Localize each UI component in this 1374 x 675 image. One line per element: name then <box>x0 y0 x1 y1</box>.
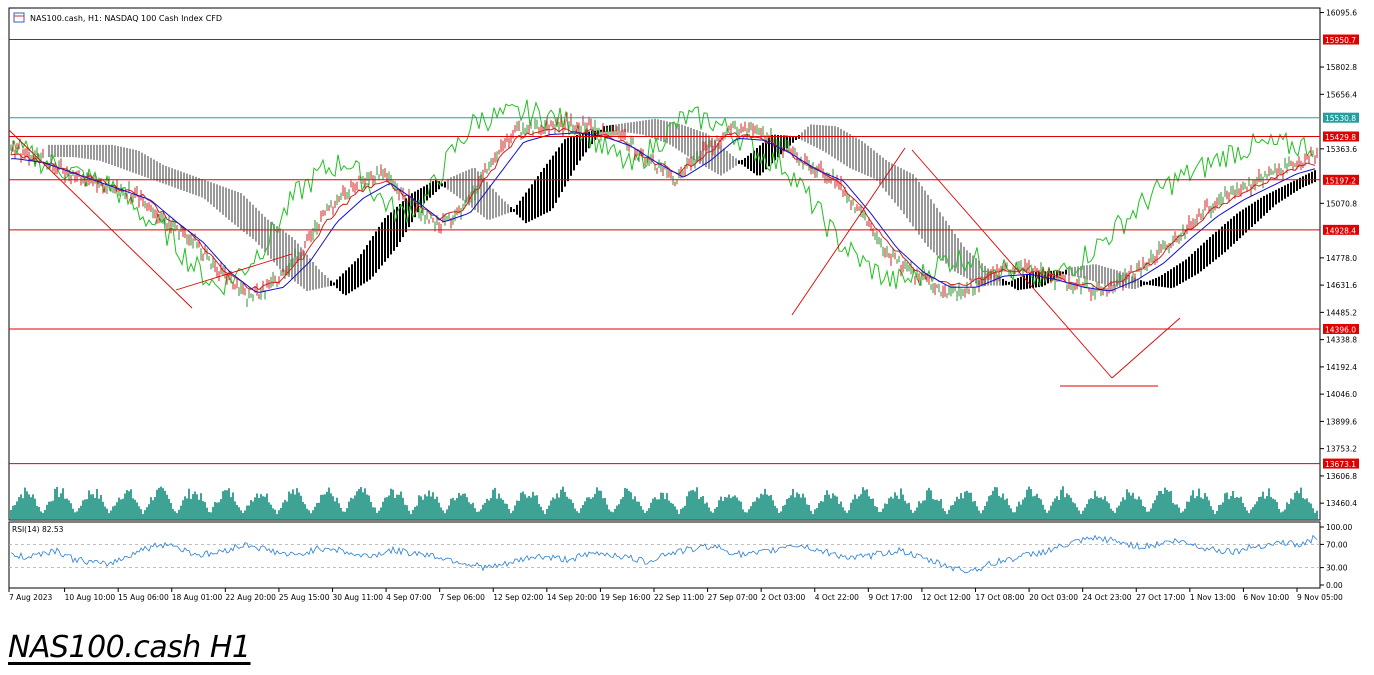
level-price-label: 15429.8 <box>1325 133 1356 142</box>
y-tick-label: 13460.4 <box>1326 499 1357 508</box>
x-tick-label: 27 Oct 17:00 <box>1136 593 1185 602</box>
x-tick-label: 27 Sep 07:00 <box>708 593 758 602</box>
x-tick-label: 22 Aug 20:00 <box>225 593 276 602</box>
y-tick-label: 14631.6 <box>1326 281 1357 290</box>
x-tick-label: 24 Oct 23:00 <box>1083 593 1132 602</box>
rsi-y-tick-label: 30.00 <box>1326 564 1348 573</box>
main-plot-frame <box>8 7 1321 521</box>
level-price-tag <box>1323 323 1359 334</box>
y-axis: 16095.6 15802.8 15656.4 15363.6 15070.8 14778… <box>1320 9 1357 508</box>
volume-histogram <box>10 486 1318 520</box>
y-tick-label: 14778.0 <box>1326 254 1357 263</box>
x-axis: 7 Aug 2023 10 Aug 10:00 15 Aug 06:00 18 Aug… <box>8 588 1343 602</box>
x-tick-label: 12 Sep 02:00 <box>493 593 543 602</box>
x-tick-label: 9 Oct 17:00 <box>868 593 912 602</box>
x-tick-label: 7 Aug 2023 <box>9 593 52 602</box>
trend-lines <box>8 129 1181 387</box>
level-price-label: 13673.1 <box>1325 460 1356 469</box>
x-tick-label: 19 Sep 16:00 <box>600 593 650 602</box>
level-price-tag <box>1323 34 1359 45</box>
level-price-label: 15197.2 <box>1325 176 1356 185</box>
y-tick-label: 15656.4 <box>1326 90 1357 99</box>
kijun-line <box>11 132 1316 293</box>
chart-caption: NAS100.cash H1 <box>8 630 251 665</box>
y-tick-label: 13606.8 <box>1326 472 1357 481</box>
y-tick-label: 14192.4 <box>1326 363 1357 372</box>
x-tick-label: 30 Aug 11:00 <box>333 593 384 602</box>
x-tick-label: 6 Nov 10:00 <box>1243 593 1289 602</box>
y-tick-label: 14046.0 <box>1326 390 1357 399</box>
level-price-tag <box>1323 458 1359 469</box>
x-tick-label: 25 Aug 15:00 <box>279 593 330 602</box>
trend-line <box>175 253 293 291</box>
rsi-y-tick-label: 0.00 <box>1326 581 1343 590</box>
chikou-span-line <box>10 99 1314 296</box>
x-tick-label: 4 Oct 22:00 <box>815 593 859 602</box>
y-tick-label: 15363.6 <box>1326 145 1357 154</box>
x-tick-label: 12 Oct 12:00 <box>922 593 971 602</box>
x-tick-label: 14 Sep 20:00 <box>547 593 597 602</box>
level-price-tag <box>1323 112 1359 123</box>
chart-container[interactable]: NAS100.cash, H1: NASDAQ 100 Cash Index C… <box>0 0 1374 610</box>
rsi-y-tick-label: 70.00 <box>1326 540 1348 549</box>
horizontal-levels: 15950.7 15530.8 15429.8 15197.2 14928.4 14396… <box>9 34 1359 469</box>
y-tick-label: 15070.8 <box>1326 199 1357 208</box>
level-price-label: 15950.7 <box>1325 36 1356 45</box>
level-price-tag <box>1323 224 1359 235</box>
rsi-line <box>10 534 1318 574</box>
y-tick-label: 13753.2 <box>1326 445 1357 454</box>
trend-line <box>791 147 906 316</box>
x-tick-label: 9 Nov 05:00 <box>1297 593 1343 602</box>
x-tick-label: 4 Sep 07:00 <box>386 593 432 602</box>
x-tick-label: 2 Oct 03:00 <box>761 593 805 602</box>
y-tick-label: 13899.6 <box>1326 417 1357 426</box>
level-price-tag <box>1323 174 1359 185</box>
x-tick-label: 7 Sep 06:00 <box>440 593 486 602</box>
price-candles <box>10 112 1318 307</box>
x-tick-label: 10 Aug 10:00 <box>65 593 116 602</box>
x-tick-label: 20 Oct 03:00 <box>1029 593 1078 602</box>
level-price-tag <box>1323 131 1359 142</box>
y-tick-label: 14485.2 <box>1326 308 1357 317</box>
trend-line <box>911 149 1113 379</box>
level-price-label: 14396.0 <box>1325 325 1356 334</box>
chart-svg[interactable]: NAS100.cash, H1: NASDAQ 100 Cash Index C… <box>0 0 1374 610</box>
x-tick-label: 1 Nov 13:00 <box>1190 593 1236 602</box>
rsi-title: RSI(14) 82.53 <box>12 525 64 534</box>
y-tick-label: 16095.6 <box>1326 9 1357 18</box>
rsi-y-tick-label: 100.00 <box>1326 523 1352 532</box>
x-tick-label: 17 Oct 08:00 <box>976 593 1025 602</box>
y-tick-label: 14338.8 <box>1326 336 1357 345</box>
level-price-label: 14928.4 <box>1325 226 1356 235</box>
chart-title: NAS100.cash, H1: NASDAQ 100 Cash Index C… <box>30 14 222 23</box>
level-price-label: 15530.8 <box>1325 114 1356 123</box>
x-tick-label: 22 Sep 11:00 <box>654 593 704 602</box>
trend-line <box>1111 317 1181 379</box>
rsi-y-axis: 100.00 70.00 30.00 0.00 <box>1320 523 1352 590</box>
y-tick-label: 15802.8 <box>1326 63 1357 72</box>
chart-window-icon <box>13 12 25 23</box>
x-tick-label: 18 Aug 01:00 <box>172 593 223 602</box>
x-tick-label: 15 Aug 06:00 <box>118 593 169 602</box>
trend-line <box>8 129 193 309</box>
